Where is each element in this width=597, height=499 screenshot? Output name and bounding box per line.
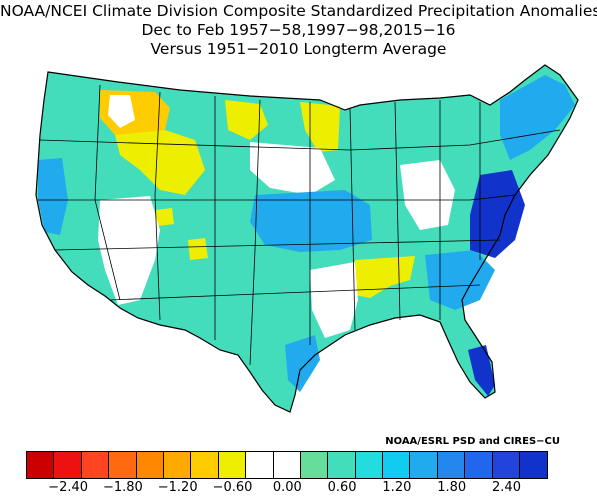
- legend-swatch: [163, 452, 192, 478]
- legend-tick-label: −1.80: [102, 480, 143, 495]
- region-wet-south-florida: [468, 345, 495, 396]
- region-neutral-mississippi: [310, 262, 358, 338]
- legend-swatch: [328, 452, 356, 478]
- legend-tick-label: 2.40: [492, 480, 521, 495]
- legend-swatch: [437, 452, 466, 478]
- data-source-credit: NOAA/ESRL PSD and CIRES−CU: [385, 436, 560, 447]
- legend-swatch: [218, 452, 247, 478]
- legend-swatch: [191, 452, 219, 478]
- legend-swatch: [109, 452, 137, 478]
- region-dry-northern-plains: [225, 100, 268, 140]
- state-boundaries: [35, 64, 579, 413]
- region-wet-southeast: [425, 250, 495, 310]
- legend-swatch: [300, 452, 329, 478]
- region-dry-utah: [155, 208, 174, 226]
- legend-tick-labels: −2.40 −1.80 −1.20 −0.60 0.00 0.60 1.20 1.80 2.40: [0, 480, 597, 498]
- region-wet-northeast: [500, 75, 575, 160]
- legend-swatch: [81, 452, 110, 478]
- region-neutral-great-basin: [98, 196, 160, 305]
- legend-swatch: [492, 452, 521, 478]
- legend-tick-label: 1.20: [382, 480, 412, 495]
- region-wet-texas-coast: [285, 335, 320, 392]
- legend-swatch: [520, 452, 548, 478]
- region-wet-central-plains: [250, 190, 372, 252]
- legend-tick-label: 0.00: [272, 480, 302, 495]
- legend-swatch: [54, 452, 82, 478]
- legend-tick-label: −0.60: [212, 480, 253, 495]
- map-subtitle-period: Dec to Feb 1957−58,1997−98,2015−16: [141, 21, 456, 39]
- legend-swatch: [355, 452, 384, 478]
- legend-swatch: [136, 452, 164, 478]
- legend-tick-label: −1.20: [157, 480, 198, 495]
- region-wet-mid-atlantic: [470, 170, 525, 258]
- map-title: NOAA/NCEI Climate Division Composite Sta…: [0, 2, 597, 20]
- legend-swatch: [383, 452, 411, 478]
- legend-swatch: [410, 452, 438, 478]
- region-neutral-oregon: [108, 95, 135, 128]
- region-neutral-ohio: [400, 160, 455, 230]
- color-scale-legend: [26, 451, 549, 479]
- map-subtitle-baseline: Versus 1951−2010 Longterm Average: [150, 40, 447, 58]
- legend-swatch: [465, 452, 493, 478]
- legend-tick-label: 1.80: [437, 480, 467, 495]
- region-dry-tennessee: [355, 256, 415, 298]
- legend-swatch: [273, 452, 301, 478]
- legend-tick-label: −2.40: [48, 480, 89, 495]
- region-dry-idaho-wyoming: [115, 130, 205, 195]
- region-wet-california: [38, 158, 68, 235]
- legend-swatch: [27, 452, 55, 478]
- legend-swatch: [246, 452, 274, 478]
- us-climate-division-map: [35, 64, 579, 413]
- legend-tick-label: 0.60: [327, 480, 357, 495]
- map-title-block: NOAA/NCEI Climate Division Composite Sta…: [0, 0, 597, 59]
- region-neutral-plains: [250, 142, 335, 195]
- region-dry-colorado: [188, 238, 208, 260]
